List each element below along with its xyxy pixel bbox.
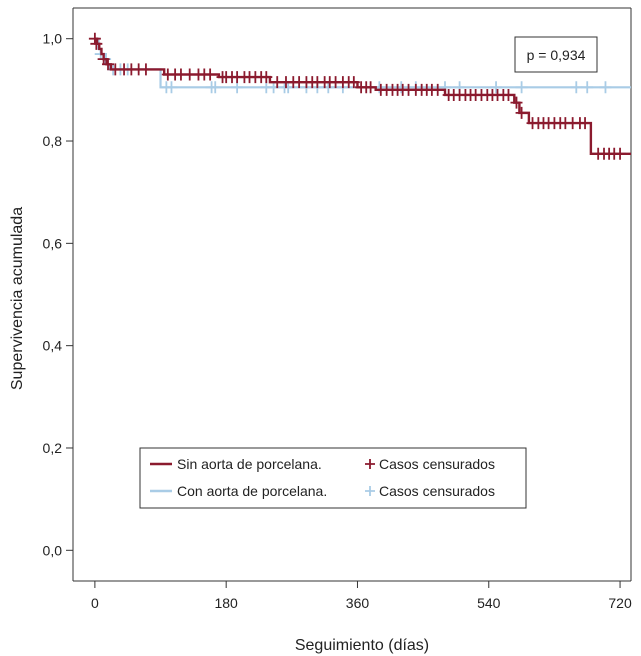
- censor-mark: [490, 81, 503, 94]
- y-tick-label: 1,0: [43, 31, 63, 47]
- y-axis-label: Supervivencia acumulada: [9, 207, 26, 390]
- censor-mark: [209, 81, 222, 94]
- series-0: [88, 32, 631, 160]
- legend-series-label: Con aorta de porcelana.: [177, 483, 327, 499]
- y-tick-label: 0,0: [43, 542, 63, 558]
- censor-mark: [579, 117, 592, 130]
- censor-mark: [515, 81, 528, 94]
- x-ticks-group: 0 180 360 540 720: [91, 581, 632, 611]
- censor-mark: [88, 32, 101, 45]
- censor-mark: [614, 147, 627, 160]
- x-tick-label: 360: [346, 595, 370, 611]
- censor-mark: [90, 37, 103, 50]
- censor-mark: [581, 81, 594, 94]
- series-layer: [88, 32, 631, 160]
- censor-mark: [102, 58, 115, 71]
- axes-group: [72, 7, 632, 582]
- censor-mark: [165, 81, 178, 94]
- legend-censor-swatch: [365, 486, 375, 496]
- censor-mark: [347, 76, 360, 89]
- x-axis-label: Seguimiento (días): [295, 637, 429, 654]
- x-tick-label: 180: [214, 595, 238, 611]
- legend: Sin aorta de porcelana. Casos censurados C…: [139, 447, 527, 509]
- x-tick-label: 0: [91, 595, 99, 611]
- censor-mark: [231, 81, 244, 94]
- p-value-text: p = 0,934: [527, 47, 586, 63]
- y-tick-label: 0,4: [43, 338, 63, 354]
- y-tick-label: 0,2: [43, 440, 63, 456]
- censor-mark: [260, 71, 273, 84]
- y-tick-label: 0,8: [43, 133, 63, 149]
- censor-mark: [570, 81, 583, 94]
- censor-mark: [204, 68, 217, 81]
- p-value-box: p = 0,934: [514, 36, 598, 73]
- legend-censor-label: Casos censurados: [379, 456, 495, 472]
- legend-censor-label: Casos censurados: [379, 483, 495, 499]
- legend-censor-swatch: [365, 459, 375, 469]
- y-ticks-group: 0,0 0,2 0,4 0,6 0,8 1,0: [43, 31, 73, 558]
- y-tick-label: 0,6: [43, 235, 63, 251]
- censor-mark: [139, 63, 152, 76]
- p-value-frame: [514, 36, 598, 73]
- x-tick-label: 720: [608, 595, 632, 611]
- legend-series-label: Sin aorta de porcelana.: [177, 456, 322, 472]
- legend-frame: [139, 447, 527, 509]
- x-tick-label: 540: [477, 595, 501, 611]
- censor-mark: [364, 81, 377, 94]
- censor-mark: [431, 83, 444, 96]
- censor-mark: [599, 81, 612, 94]
- censor-mark: [515, 106, 528, 119]
- censor-mark: [502, 88, 515, 101]
- censor-mark: [510, 96, 523, 109]
